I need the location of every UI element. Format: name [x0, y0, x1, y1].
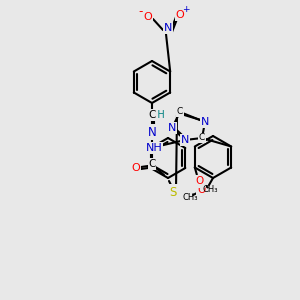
Text: -: - — [139, 5, 143, 19]
Text: N: N — [181, 135, 189, 145]
Text: O: O — [176, 10, 184, 20]
Text: N: N — [201, 117, 209, 127]
Text: C: C — [148, 110, 156, 120]
Text: N: N — [164, 23, 172, 33]
Text: O: O — [197, 185, 205, 195]
Text: CH₃: CH₃ — [202, 185, 218, 194]
Text: C: C — [148, 159, 156, 169]
Text: C: C — [177, 107, 183, 116]
Text: O: O — [144, 12, 152, 22]
Text: CH₃: CH₃ — [182, 194, 198, 202]
Text: +: + — [182, 5, 190, 14]
Text: O: O — [196, 176, 204, 187]
Text: H: H — [148, 110, 164, 120]
Text: S: S — [169, 185, 177, 199]
Text: N: N — [148, 125, 156, 139]
Text: NH: NH — [146, 143, 162, 153]
Text: C: C — [199, 134, 205, 142]
Text: N: N — [168, 123, 176, 133]
Text: O: O — [132, 163, 140, 173]
